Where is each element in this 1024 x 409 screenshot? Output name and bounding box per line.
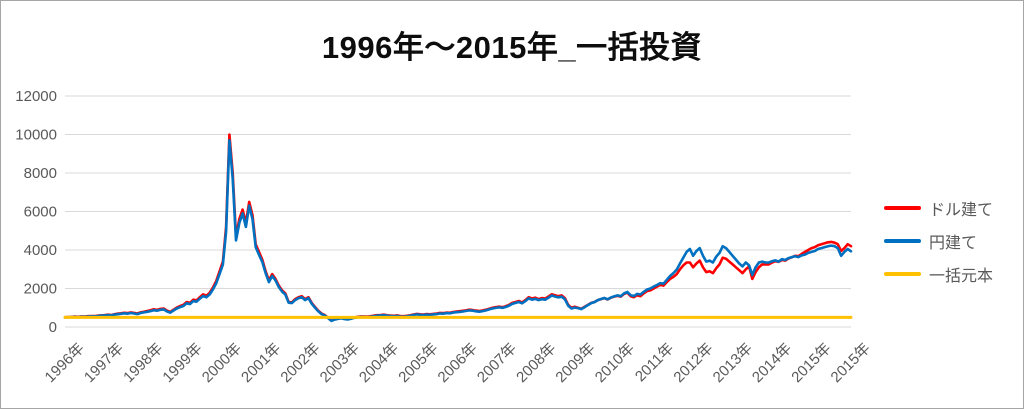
legend-swatch-usd-line bbox=[884, 205, 921, 210]
legend-item-usd: ドル建て bbox=[884, 198, 994, 219]
x-tick-label: 2012年 bbox=[670, 340, 716, 386]
x-tick-label: 1998年 bbox=[120, 340, 166, 386]
legend-label-usd: ドル建て bbox=[929, 201, 994, 219]
series-line-jpy bbox=[63, 139, 853, 323]
legend-label-principal: 一括元本 bbox=[929, 267, 994, 285]
x-tick-label: 2014年 bbox=[749, 340, 795, 386]
legend-swatch-jpy-line bbox=[884, 238, 921, 243]
y-tick-label: 6000 bbox=[24, 204, 57, 221]
x-tick-label: 2013年 bbox=[710, 340, 756, 386]
x-tick-label: 2001年 bbox=[238, 340, 284, 386]
y-tick-label: 0 bbox=[49, 319, 57, 336]
y-tick-label: 10000 bbox=[15, 127, 57, 144]
x-tick-label: 2008年 bbox=[513, 340, 559, 386]
y-tick-label: 12000 bbox=[15, 88, 57, 105]
x-tick-label: 2015年 bbox=[788, 340, 834, 386]
chart-title: 1996年～2015年_一括投資 bbox=[321, 30, 703, 65]
x-tick-label: 1996年 bbox=[42, 340, 88, 386]
x-tick-label: 2007年 bbox=[474, 340, 520, 386]
x-tick-label: 2005年 bbox=[395, 340, 441, 386]
y-tick-label: 8000 bbox=[24, 165, 57, 182]
x-tick-label: 2015年 bbox=[828, 340, 874, 386]
x-tick-label: 2010年 bbox=[592, 340, 638, 386]
x-tick-label: 2000年 bbox=[199, 340, 245, 386]
x-tick-label: 1997年 bbox=[81, 340, 127, 386]
x-tick-label: 2003年 bbox=[317, 340, 363, 386]
x-tick-label: 2006年 bbox=[435, 340, 481, 386]
legend-swatch-principal-line bbox=[884, 271, 921, 276]
legend-item-jpy: 円建て bbox=[884, 231, 993, 252]
x-tick-label: 2011年 bbox=[632, 340, 677, 385]
x-tick-label: 2004年 bbox=[356, 340, 402, 386]
x-tick-label: 2009年 bbox=[553, 340, 599, 386]
x-tick-label: 1999年 bbox=[160, 340, 206, 386]
y-tick-label: 4000 bbox=[24, 242, 57, 259]
x-tick-label: 2002年 bbox=[277, 340, 323, 386]
y-tick-label: 2000 bbox=[24, 281, 57, 298]
legend-label-jpy: 円建て bbox=[929, 234, 978, 252]
chart-legend: ドル建て 円建て 一括元本 bbox=[884, 198, 993, 297]
legend-item-principal: 一括元本 bbox=[884, 264, 994, 285]
series-line-usd bbox=[63, 133, 853, 322]
